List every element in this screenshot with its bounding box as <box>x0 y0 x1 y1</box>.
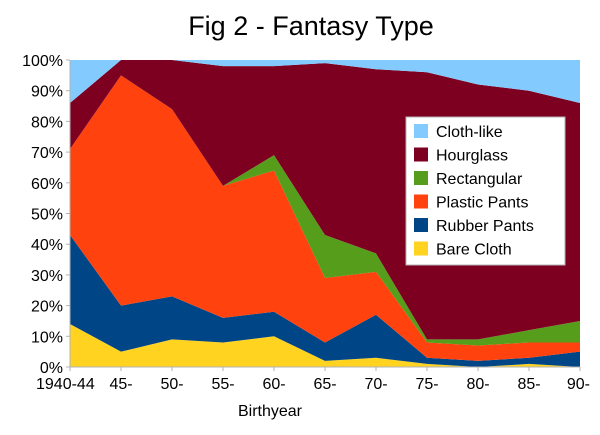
x-tick-label: 90- <box>567 376 590 393</box>
y-tick-label: 90% <box>31 84 63 101</box>
x-axis-label: Birthyear <box>238 403 303 420</box>
x-tick-label: 60- <box>262 376 285 393</box>
y-tick-label: 30% <box>31 268 63 285</box>
legend-label: Plastic Pants <box>436 195 528 212</box>
y-tick-label: 20% <box>31 299 63 316</box>
x-tick-label: 55- <box>211 376 234 393</box>
y-tick-label: 80% <box>31 114 63 131</box>
y-tick-label: 100% <box>22 53 63 70</box>
legend: Cloth-like Hourglass Rectangular Plastic Pa… <box>405 116 566 266</box>
y-tick-label: 60% <box>31 176 63 193</box>
legend-label: Cloth-like <box>436 124 503 141</box>
x-tick-label: 85- <box>517 376 540 393</box>
y-tick-label: 70% <box>31 145 63 162</box>
area-series-cloth-like <box>70 60 580 103</box>
area-series-bare-cloth <box>70 324 580 367</box>
x-tick-label: 50- <box>160 376 183 393</box>
y-tick-label: 40% <box>31 237 63 254</box>
legend-label: Rectangular <box>436 171 523 188</box>
area-series-plastic-pants <box>70 75 580 361</box>
legend-label: Bare Cloth <box>436 242 512 259</box>
x-tick-label: 65- <box>313 376 336 393</box>
legend-swatch <box>414 124 428 138</box>
chart-title: Fig 2 - Fantasy Type <box>188 11 434 41</box>
x-axis-ticks: 1940-44 45- 50- 55- 60- 65- 70- 75- 80- 85- 90- <box>36 367 590 393</box>
y-tick-label: 0% <box>40 360 63 377</box>
x-tick-label: 45- <box>109 376 132 393</box>
legend-swatch <box>414 194 428 209</box>
x-tick-label: 1940-44 <box>36 376 95 393</box>
legend-swatch <box>414 241 428 256</box>
x-tick-label: 75- <box>415 376 438 393</box>
legend-label: Hourglass <box>436 148 508 165</box>
legend-swatch <box>414 218 428 232</box>
y-axis-ticks: 0% 10% 20% 30% 40% 50% 60% 70% 80% 90% 100% <box>22 53 70 377</box>
y-tick-label: 50% <box>31 207 63 224</box>
x-tick-label: 80- <box>466 376 489 393</box>
area-series-rubber-pants <box>70 234 580 367</box>
legend-box <box>405 116 566 266</box>
legend-swatch <box>414 171 428 185</box>
legend-swatch <box>414 147 428 162</box>
y-tick-label: 10% <box>31 329 63 346</box>
x-tick-label: 70- <box>364 376 387 393</box>
legend-label: Rubber Pants <box>436 218 534 235</box>
